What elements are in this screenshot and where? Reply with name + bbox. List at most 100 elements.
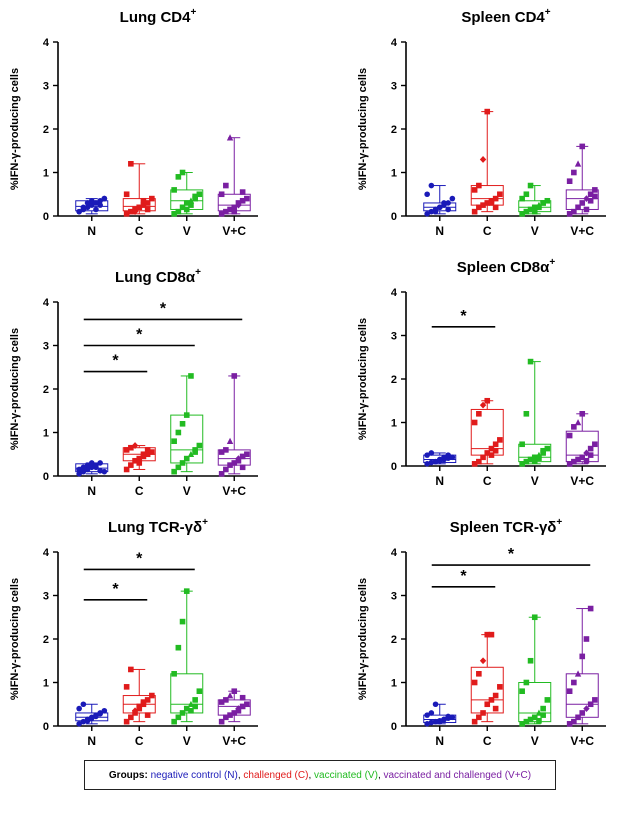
x-tick-label: V [531,474,539,488]
data-point [183,200,190,206]
data-point [432,718,439,725]
data-point [183,455,190,462]
data-point [97,460,103,466]
data-point [97,202,103,208]
data-point [445,713,451,720]
significance-star: * [112,353,119,370]
data-point [445,200,451,206]
data-point [239,189,246,195]
legend-entry-vc: vaccinated and challenged (V+C) [383,769,532,781]
box-plot-c [122,161,156,217]
data-point [144,200,151,206]
data-point [566,178,573,184]
data-point [131,442,139,449]
data-point [192,449,198,455]
chart-title-text: Lung TCR-γδ [108,519,202,536]
data-point [244,195,250,202]
data-point [84,200,91,206]
data-point [123,718,130,725]
data-point [231,373,238,379]
data-point [101,707,108,714]
data-point [592,193,598,200]
data-point [183,588,190,594]
data-point [123,447,130,453]
data-point [476,458,482,465]
y-tick-label: 3 [391,81,397,93]
y-tick-label: 2 [43,384,49,396]
data-point [424,712,430,718]
data-point [128,462,134,468]
box-plot-c [470,631,504,725]
data-point [488,200,495,206]
data-point [93,713,99,720]
data-point [523,458,530,465]
y-axis-label: %IFN-γ-producing cells [9,578,21,700]
significance-star: * [112,581,119,598]
y-tick-label: 1 [391,418,397,430]
data-point [144,697,151,703]
data-point [480,454,486,461]
data-point [244,701,250,708]
data-point [519,441,525,448]
data-point [492,204,499,211]
data-point [128,444,134,451]
data-point [471,718,478,725]
data-point [574,419,582,426]
data-point [480,710,486,716]
y-tick-label: 3 [43,81,49,93]
chart-title-superscript: + [549,257,555,268]
data-point [492,441,499,448]
data-point [128,714,134,721]
data-point [226,437,234,444]
data-point [235,707,242,714]
data-point [523,208,530,215]
x-tick-label: V+C [570,224,594,238]
data-point [497,437,503,443]
y-tick-label: 0 [391,461,397,473]
chart-panel: Spleen TCR-γδ+ %IFN-γ-producing cells 0 1 2 3… [357,517,606,748]
significance-star: * [136,550,143,567]
y-tick-label: 2 [391,374,397,386]
data-point [449,454,456,461]
data-point [544,445,551,452]
data-point [84,717,91,724]
data-point [592,187,598,193]
data-point [579,710,586,716]
data-point [579,454,586,461]
box-plot-v [170,169,204,217]
data-point [488,631,495,638]
x-tick-label: N [87,484,96,498]
y-tick-label: 4 [391,37,398,49]
data-point [80,468,87,475]
data-point [566,461,573,467]
data-point [196,442,203,449]
y-tick-label: 1 [43,678,49,690]
data-point [575,204,581,211]
data-point [218,211,225,217]
data-point [587,445,594,452]
box-plot-v [170,373,204,475]
data-point [231,204,238,211]
data-point [523,411,530,417]
y-tick-label: 1 [43,428,49,440]
box-plot-vplusc [217,134,251,217]
data-point [484,701,491,708]
data-point [428,208,435,215]
box-plot-n [423,701,457,727]
data-point [424,211,430,217]
data-point [226,692,234,699]
chart-title-text: Spleen CD8α [457,259,550,276]
box-plot-v [518,358,552,467]
data-point [140,197,147,204]
data-point [223,208,229,215]
y-tick-label: 2 [43,634,49,646]
data-point [192,193,198,200]
data-point [76,471,82,477]
box-iqr [565,673,599,718]
data-point [239,703,246,710]
data-point [179,421,186,427]
data-point [76,705,82,712]
data-point [76,208,82,215]
x-tick-label: C [135,484,144,498]
